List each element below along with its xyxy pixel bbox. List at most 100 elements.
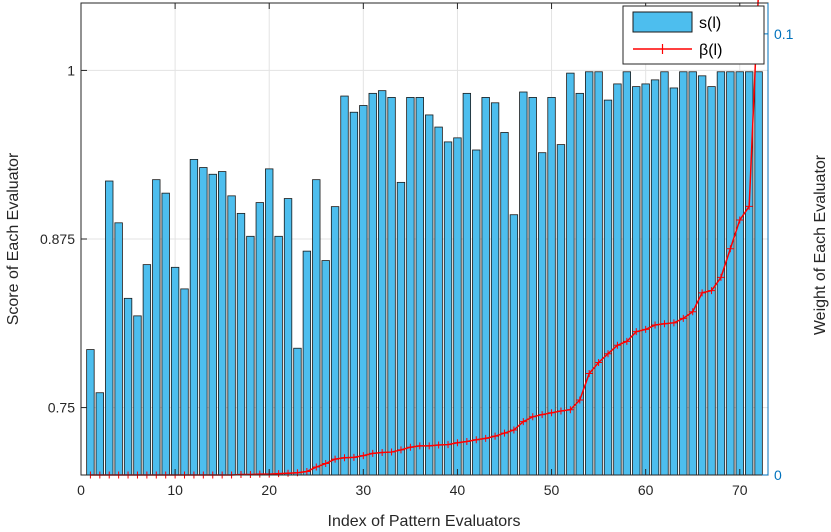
x-tick-label-0: 0 bbox=[77, 482, 85, 498]
beta-marker-45 bbox=[500, 429, 508, 437]
bar-65 bbox=[688, 71, 697, 476]
bar-23 bbox=[293, 347, 302, 476]
beta-marker-51 bbox=[557, 407, 565, 415]
bar-46 bbox=[509, 214, 519, 476]
beta-marker-55 bbox=[595, 359, 603, 367]
beta-marker-30 bbox=[359, 452, 367, 460]
y-axis-label: Score of Each Evaluator bbox=[5, 152, 22, 325]
bar-6 bbox=[133, 315, 142, 476]
bar-40 bbox=[453, 137, 462, 476]
bar-29 bbox=[349, 111, 359, 476]
x-tick-label-5: 50 bbox=[544, 482, 560, 498]
bar-7 bbox=[142, 264, 152, 476]
bar-8 bbox=[152, 179, 161, 476]
beta-marker-69 bbox=[726, 245, 734, 253]
bars bbox=[86, 71, 763, 476]
bar-31 bbox=[368, 92, 377, 476]
bar-43 bbox=[481, 97, 490, 476]
beta-marker-67 bbox=[708, 287, 716, 295]
bar-4 bbox=[114, 222, 123, 476]
beta-marker-63 bbox=[670, 319, 678, 327]
beta-marker-59 bbox=[632, 328, 640, 336]
x-axis-label: Index of Pattern Evaluators bbox=[328, 513, 521, 530]
bar-44 bbox=[490, 102, 500, 476]
beta-marker-49 bbox=[538, 411, 546, 419]
beta-marker-41 bbox=[463, 437, 471, 445]
bar-72 bbox=[754, 71, 763, 476]
beta-marker-68 bbox=[717, 273, 725, 281]
beta-marker-56 bbox=[604, 350, 612, 358]
bar-18 bbox=[246, 235, 255, 476]
bar-55 bbox=[594, 71, 603, 476]
bar-16 bbox=[227, 195, 236, 476]
bar-45 bbox=[500, 132, 509, 476]
beta-marker-35 bbox=[406, 443, 414, 451]
bar-41 bbox=[462, 92, 472, 476]
bar-52 bbox=[566, 72, 575, 476]
beta-marker-58 bbox=[623, 337, 631, 345]
y-tick-label-2: 1 bbox=[67, 62, 75, 78]
bar-56 bbox=[603, 99, 613, 476]
bar-62 bbox=[660, 71, 669, 476]
bar-39 bbox=[443, 141, 453, 476]
beta-marker-53 bbox=[576, 396, 584, 404]
bar-47 bbox=[519, 91, 528, 476]
beta-marker-40 bbox=[453, 439, 461, 447]
bar-3 bbox=[105, 180, 114, 476]
bar-9 bbox=[161, 192, 170, 476]
bar-54 bbox=[585, 71, 594, 476]
beta-marker-52 bbox=[566, 406, 574, 414]
beta-marker-19 bbox=[256, 470, 264, 478]
bar-70 bbox=[735, 71, 744, 476]
beta-marker-43 bbox=[482, 434, 490, 442]
bar-28 bbox=[340, 95, 349, 476]
bar-51 bbox=[556, 144, 566, 476]
beta-marker-31 bbox=[369, 449, 377, 457]
bar-11 bbox=[180, 288, 189, 476]
bar-15 bbox=[217, 171, 227, 476]
y-tick-label-0: 0.75 bbox=[48, 400, 75, 416]
bar-20 bbox=[265, 168, 274, 476]
bar-69 bbox=[726, 71, 735, 476]
x-tick-label-2: 20 bbox=[261, 482, 277, 498]
bar-30 bbox=[359, 105, 368, 476]
beta-marker-70 bbox=[736, 216, 744, 224]
beta-marker-29 bbox=[350, 453, 358, 461]
bar-58 bbox=[622, 71, 631, 476]
beta-marker-62 bbox=[660, 320, 668, 328]
beta-marker-38 bbox=[435, 441, 443, 449]
beta-marker-64 bbox=[679, 314, 687, 322]
bar-26 bbox=[321, 260, 330, 476]
beta-marker-32 bbox=[378, 449, 386, 457]
bar-49 bbox=[537, 152, 547, 476]
x-tick-label-1: 10 bbox=[167, 482, 183, 498]
bar-13 bbox=[199, 167, 208, 476]
beta-marker-54 bbox=[585, 370, 593, 378]
bar-38 bbox=[434, 126, 443, 476]
bar-17 bbox=[236, 212, 246, 476]
bar-61 bbox=[650, 79, 660, 476]
bar-32 bbox=[377, 90, 387, 476]
bar-34 bbox=[396, 181, 406, 476]
bar-25 bbox=[312, 179, 321, 476]
bar-22 bbox=[283, 198, 293, 476]
beta-marker-34 bbox=[397, 446, 405, 454]
x-tick-label-6: 60 bbox=[638, 482, 654, 498]
beta-marker-48 bbox=[529, 413, 537, 421]
beta-marker-25 bbox=[312, 463, 320, 471]
bar-27 bbox=[330, 206, 340, 476]
x-tick-label-7: 70 bbox=[732, 482, 748, 498]
beta-marker-33 bbox=[388, 448, 396, 456]
bar-37 bbox=[425, 114, 434, 476]
bar-68 bbox=[716, 71, 726, 476]
bar-66 bbox=[697, 75, 707, 476]
x-tick-label-4: 40 bbox=[450, 482, 466, 498]
beta-marker-57 bbox=[613, 341, 621, 349]
bar-50 bbox=[547, 97, 556, 476]
bar-19 bbox=[255, 202, 264, 476]
bar-53 bbox=[575, 92, 584, 476]
beta-marker-46 bbox=[510, 426, 518, 434]
beta-marker-50 bbox=[548, 409, 556, 417]
bar-2 bbox=[95, 392, 104, 476]
